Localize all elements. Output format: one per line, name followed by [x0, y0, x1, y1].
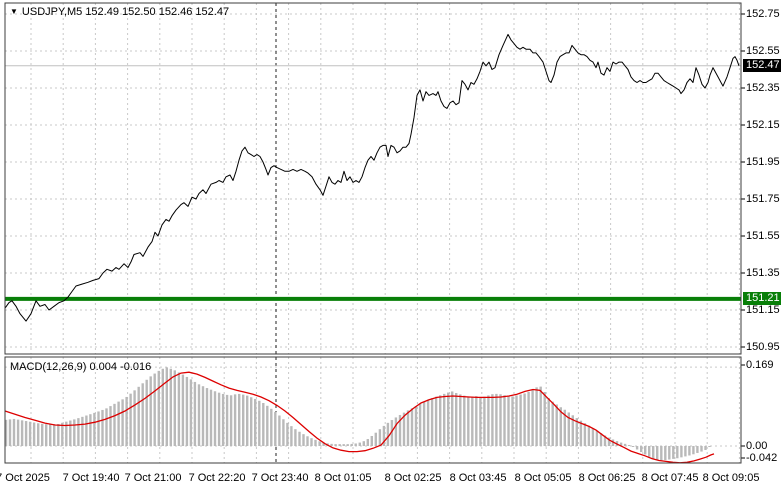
macd-panel-border [4, 356, 742, 464]
price-axis-label: 152.55 [746, 45, 780, 57]
symbol-dropdown-icon[interactable]: ▼ [10, 7, 18, 16]
time-axis-label: 8 Oct 07:45 [641, 472, 699, 484]
symbol-period-label: USDJPY,M5 [21, 6, 83, 18]
macd-signal-line [4, 371, 715, 464]
support-level-price-tag: 151.21 [743, 291, 781, 305]
macd-axis-label: 0.00 [746, 440, 768, 452]
symbol-title-row: ▼ USDJPY,M5 152.49 152.50 152.46 152.47 [10, 6, 229, 19]
time-axis-label: 7 Oct 21:00 [124, 472, 182, 484]
price-axis-label: 152.35 [746, 82, 780, 94]
time-axis-label: 8 Oct 02:25 [384, 472, 442, 484]
macd-label: MACD(12,26,9) [10, 361, 87, 373]
indicator-title-row: MACD(12,26,9) 0.004 -0.016 [10, 361, 151, 374]
macd-histogram [4, 367, 711, 461]
price-axis-label: 152.15 [746, 119, 780, 131]
price-axis-label: 152.75 [746, 8, 780, 20]
macd-values: 0.004 -0.016 [89, 361, 152, 373]
time-axis-label: 7 Oct 2025 [0, 472, 50, 484]
time-axis-label: 8 Oct 05:05 [514, 472, 572, 484]
bid-price-tag: 152.47 [743, 58, 781, 72]
time-axis-label: 7 Oct 22:20 [188, 472, 246, 484]
ohlc-values: 152.49 152.50 152.46 152.47 [85, 6, 230, 18]
time-axis-label: 8 Oct 06:25 [578, 472, 636, 484]
price-line [4, 33, 740, 322]
main-panel-border [4, 2, 742, 355]
price-axis-label: 150.95 [746, 341, 780, 353]
price-axis-label: 151.75 [746, 193, 780, 205]
price-axis-label: 151.55 [746, 230, 780, 242]
price-axis-label: 151.35 [746, 267, 780, 279]
time-axis-label: 7 Oct 23:40 [251, 472, 309, 484]
time-axis-label: 8 Oct 03:45 [449, 472, 507, 484]
price-axis-label: 151.95 [746, 156, 780, 168]
price-axis-label: 151.15 [746, 304, 780, 316]
time-axis-label: 8 Oct 01:05 [314, 472, 372, 484]
time-axis-label: 8 Oct 09:05 [702, 472, 760, 484]
time-axis-label: 7 Oct 19:40 [62, 472, 120, 484]
macd-axis-label: -0.042 [746, 452, 778, 464]
macd-axis-label: 0.169 [746, 359, 774, 371]
